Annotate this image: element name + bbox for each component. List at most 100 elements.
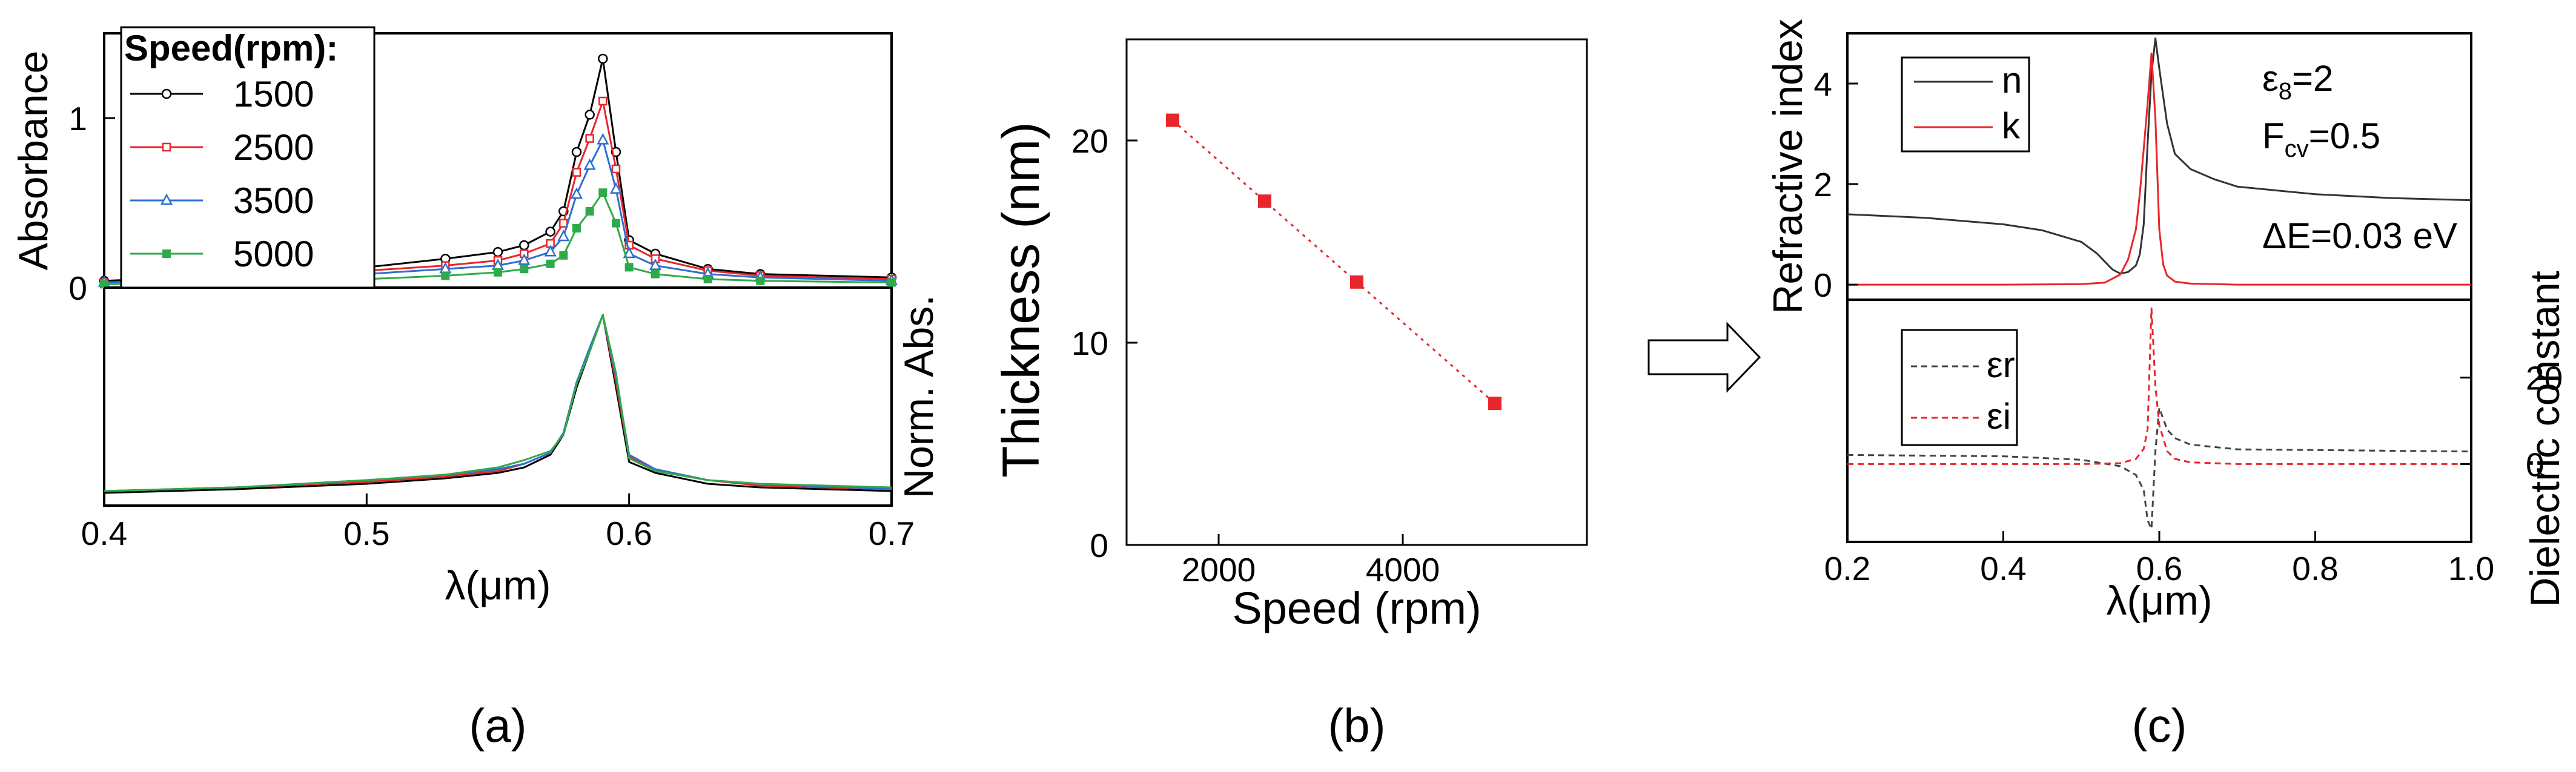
nk-legend-box	[1901, 56, 2030, 153]
absorbance-point-3500	[544, 245, 557, 257]
legend-marker-5000	[162, 249, 171, 258]
absorbance-point-5000	[756, 276, 765, 285]
absorbance-point-5000	[546, 259, 555, 268]
absorbance-point-5000	[494, 268, 502, 277]
absorbance-point-5000	[585, 207, 594, 216]
dielectric-line-eps-r	[1847, 407, 2472, 530]
legend-marker-2500	[162, 142, 171, 152]
refractive-line-n	[1847, 37, 2472, 275]
thickness-point	[1166, 113, 1179, 127]
panel-b-caption: (b)	[1328, 699, 1385, 752]
legend-entries: 1500 2500 3500 5000	[130, 74, 314, 274]
speed-axis-label: Speed (rpm)	[1232, 583, 1481, 633]
normalized-line-2500	[104, 314, 892, 492]
speed-x-tick-label: 4000	[1366, 551, 1440, 589]
absorbance-point-3500	[570, 187, 583, 199]
absorbance-point-1500	[545, 226, 555, 237]
legend-marker-3500	[160, 193, 173, 205]
refractive-line-k	[1847, 52, 2471, 286]
panel-a-x-tick-label: 0.6	[606, 515, 652, 552]
absorbance-point-5000	[100, 280, 108, 289]
thickness-y-tick-label: 10	[1071, 325, 1108, 362]
thickness-y-tick-label: 20	[1071, 122, 1108, 160]
absorbance-point-2500	[598, 96, 608, 106]
panel-a-x-tick-label: 0.4	[81, 515, 127, 552]
absorbance-point-3500	[649, 258, 662, 270]
eps-inf-symbol: ε	[2262, 58, 2279, 99]
panel-a-x-axis-label: λ(μm)	[445, 563, 551, 609]
absorbance-point-1500	[571, 147, 582, 157]
fcv-annotation: Fcv=0.5	[2262, 116, 2380, 162]
eps-legend-box	[1901, 329, 2018, 446]
legend-marker-1500	[161, 88, 172, 99]
absorbance-y-ticks: 01	[68, 100, 115, 307]
absorbance-point-2500	[611, 164, 621, 174]
panel-a-caption: (a)	[469, 699, 526, 752]
refractive-series-group	[1847, 37, 2472, 286]
thickness-fit-line	[1172, 119, 1495, 404]
panel-c-x-tick-label: 0.2	[1824, 550, 1870, 587]
absorbance-point-3500	[557, 229, 570, 242]
absorbance-point-1500	[584, 110, 595, 120]
absorbance-point-5000	[598, 188, 608, 197]
delta-e-annotation: ΔE=0.03 eV	[2262, 216, 2457, 256]
thickness-ticks: 2000 4000 0 10 20	[1071, 122, 1440, 589]
normalized-line-5000	[104, 314, 892, 492]
eps-inf-subscript: 8	[2279, 78, 2292, 105]
dielectric-y-tick-label: 0	[2526, 446, 2545, 483]
normalized-line-3500	[104, 314, 892, 492]
panel-a-x-tick-label: 0.5	[343, 515, 389, 552]
absorbance-point-5000	[887, 278, 896, 287]
dielectric-series-group	[1847, 307, 2472, 530]
panel-c: 0.2 0.4 0.6 0.8 1.0 0 2 4 0 20 n k εr εi ε8=2 Fcv…	[1765, 19, 2568, 752]
panel-c-x-tick-label: 1.0	[2448, 550, 2494, 587]
thickness-point	[1350, 275, 1363, 289]
normalized-series-group	[104, 314, 892, 494]
dielectric-y-tick-label: 20	[2526, 360, 2563, 397]
panel-a-x-ticks: 0.4 0.5 0.6 0.7	[81, 493, 915, 552]
refractive-axis-label: Refractive index	[1765, 19, 1811, 314]
absorbance-point-2500	[572, 168, 581, 177]
panel-c-x-tick-label: 0.8	[2292, 550, 2338, 587]
normalized-line-1500	[104, 314, 892, 494]
fcv-value: =0.5	[2309, 116, 2380, 156]
panel-b: 2000 4000 0 10 20 Thickness (nm) Speed (rpm)…	[992, 38, 1588, 752]
absorbance-y-tick-label: 1	[68, 100, 87, 137]
fcv-subscript: cv	[2285, 136, 2309, 162]
absorbance-point-5000	[441, 271, 450, 280]
thickness-point	[1258, 194, 1271, 208]
panel-a-x-tick-label: 0.7	[869, 515, 915, 552]
refractive-y-tick-label: 2	[1813, 166, 1832, 203]
legend-label-eps-i: εi	[1987, 396, 2011, 437]
thickness-y-tick-label: 0	[1090, 527, 1108, 564]
absorbance-point-5000	[559, 251, 568, 260]
absorbance-point-1500	[492, 246, 503, 257]
normalized-plot-frame	[103, 286, 893, 507]
right-arrow-icon	[1647, 322, 1761, 393]
panel-c-x-axis-label: λ(μm)	[2106, 578, 2212, 624]
legend-label-k: k	[2002, 105, 2021, 146]
absorbance-point-3500	[583, 158, 596, 170]
dielectric-line-eps-i	[1847, 307, 2471, 465]
panel-c-ticks: 0.2 0.4 0.6 0.8 1.0 0 2 4 0 20	[1813, 65, 2563, 587]
legend-label-2500: 2500	[233, 127, 314, 168]
legend-label-eps-r: εr	[1987, 345, 2015, 385]
dielectric-axis-label: Dielectric constant	[2522, 271, 2568, 607]
absorbance-point-5000	[612, 219, 620, 228]
legend-label-1500: 1500	[233, 74, 314, 114]
thickness-point	[1488, 397, 1502, 411]
panel-c-x-tick-label: 0.4	[1980, 550, 2026, 587]
absorbance-point-5000	[703, 275, 712, 283]
panel-c-caption: (c)	[2132, 699, 2187, 752]
legend-title: Speed(rpm):	[124, 28, 338, 68]
absorbance-point-3500	[609, 182, 623, 194]
refractive-y-tick-label: 0	[1813, 266, 1832, 304]
speed-x-tick-label: 2000	[1182, 551, 1256, 589]
thickness-data	[1166, 113, 1502, 411]
absorbance-axis-label: Absorbance	[10, 51, 56, 271]
absorbance-point-5000	[624, 263, 634, 272]
thickness-axis-label: Thickness (nm)	[992, 122, 1050, 478]
legend-box	[120, 26, 376, 289]
